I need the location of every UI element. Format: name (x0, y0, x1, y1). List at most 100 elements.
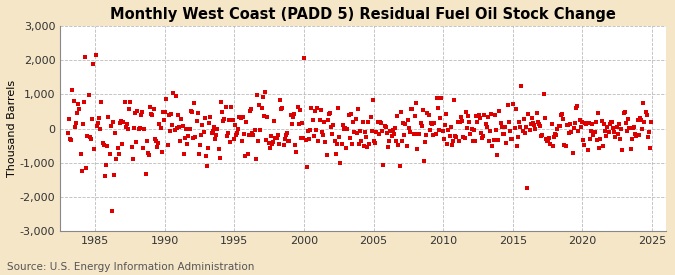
Point (226, 105, 237, 109)
Point (348, 120, 358, 125)
Point (212, 126, 223, 131)
Point (508, 102, 519, 106)
Point (362, 144, 373, 149)
Point (360, 135, 371, 139)
Point (460, 110, 471, 114)
Point (82, 134, 93, 138)
Point (546, 121, 557, 126)
Point (213, 147, 224, 151)
Point (308, 133, 319, 138)
Point (279, 137, 290, 141)
Point (431, 96, 442, 100)
Point (637, 127, 647, 131)
Point (115, 121, 126, 125)
Point (457, 119, 468, 123)
Point (321, 153, 332, 157)
Point (417, 107, 428, 112)
Point (633, 133, 644, 138)
Point (123, 126, 134, 131)
Point (192, 111, 203, 116)
Point (496, 125, 507, 129)
Point (443, 128, 454, 132)
Point (94, 116, 105, 120)
Point (343, 113, 354, 117)
Point (285, 112, 296, 117)
Point (454, 120, 465, 124)
Point (602, 125, 613, 130)
Point (312, 106, 323, 110)
Point (78, 122, 88, 126)
Point (225, 140, 236, 144)
Point (155, 125, 166, 130)
Point (376, 121, 387, 125)
Point (298, 136, 308, 140)
Point (255, 128, 266, 133)
Point (66, 138, 77, 142)
Text: Source: U.S. Energy Information Administration: Source: U.S. Energy Information Administ… (7, 262, 254, 272)
Point (567, 151, 578, 155)
Point (538, 92, 549, 96)
Point (643, 135, 653, 139)
Point (180, 136, 190, 140)
Point (639, 120, 650, 125)
Point (628, 125, 639, 130)
Point (489, 113, 500, 117)
Point (74, 106, 85, 111)
Point (70, 121, 81, 125)
Point (91, 124, 102, 128)
Point (472, 119, 483, 124)
Point (475, 116, 485, 120)
Point (384, 139, 395, 144)
Point (572, 104, 583, 108)
Point (277, 106, 288, 110)
Point (433, 106, 443, 111)
Point (380, 125, 391, 130)
Point (319, 120, 329, 124)
Point (246, 106, 256, 111)
Point (622, 129, 632, 134)
Point (341, 146, 352, 150)
Point (634, 116, 645, 120)
Point (110, 130, 121, 135)
Point (284, 138, 295, 143)
Point (387, 128, 398, 132)
Point (585, 136, 595, 141)
Point (423, 113, 434, 117)
Point (241, 119, 252, 124)
Point (217, 110, 227, 114)
Point (512, 144, 522, 148)
Point (479, 113, 490, 117)
Point (194, 152, 205, 156)
Point (596, 119, 607, 123)
Point (536, 134, 547, 138)
Point (265, 146, 275, 151)
Point (465, 132, 476, 137)
Point (597, 144, 608, 148)
Point (552, 127, 563, 131)
Point (117, 141, 128, 146)
Point (223, 118, 234, 123)
Point (570, 106, 581, 110)
Point (103, 115, 114, 120)
Point (202, 145, 213, 150)
Point (331, 141, 342, 146)
Point (170, 94, 181, 98)
Point (207, 131, 217, 135)
Point (632, 118, 643, 123)
Point (412, 147, 423, 151)
Point (413, 132, 424, 136)
Point (645, 145, 655, 150)
Point (157, 149, 167, 154)
Point (65, 137, 76, 141)
Point (630, 132, 641, 136)
Point (525, 122, 536, 126)
Point (128, 157, 138, 161)
Point (495, 121, 506, 126)
Point (292, 105, 303, 109)
Point (609, 130, 620, 134)
Point (501, 141, 512, 145)
Point (289, 111, 300, 116)
Point (488, 138, 499, 142)
Point (414, 131, 425, 136)
Point (318, 133, 329, 137)
